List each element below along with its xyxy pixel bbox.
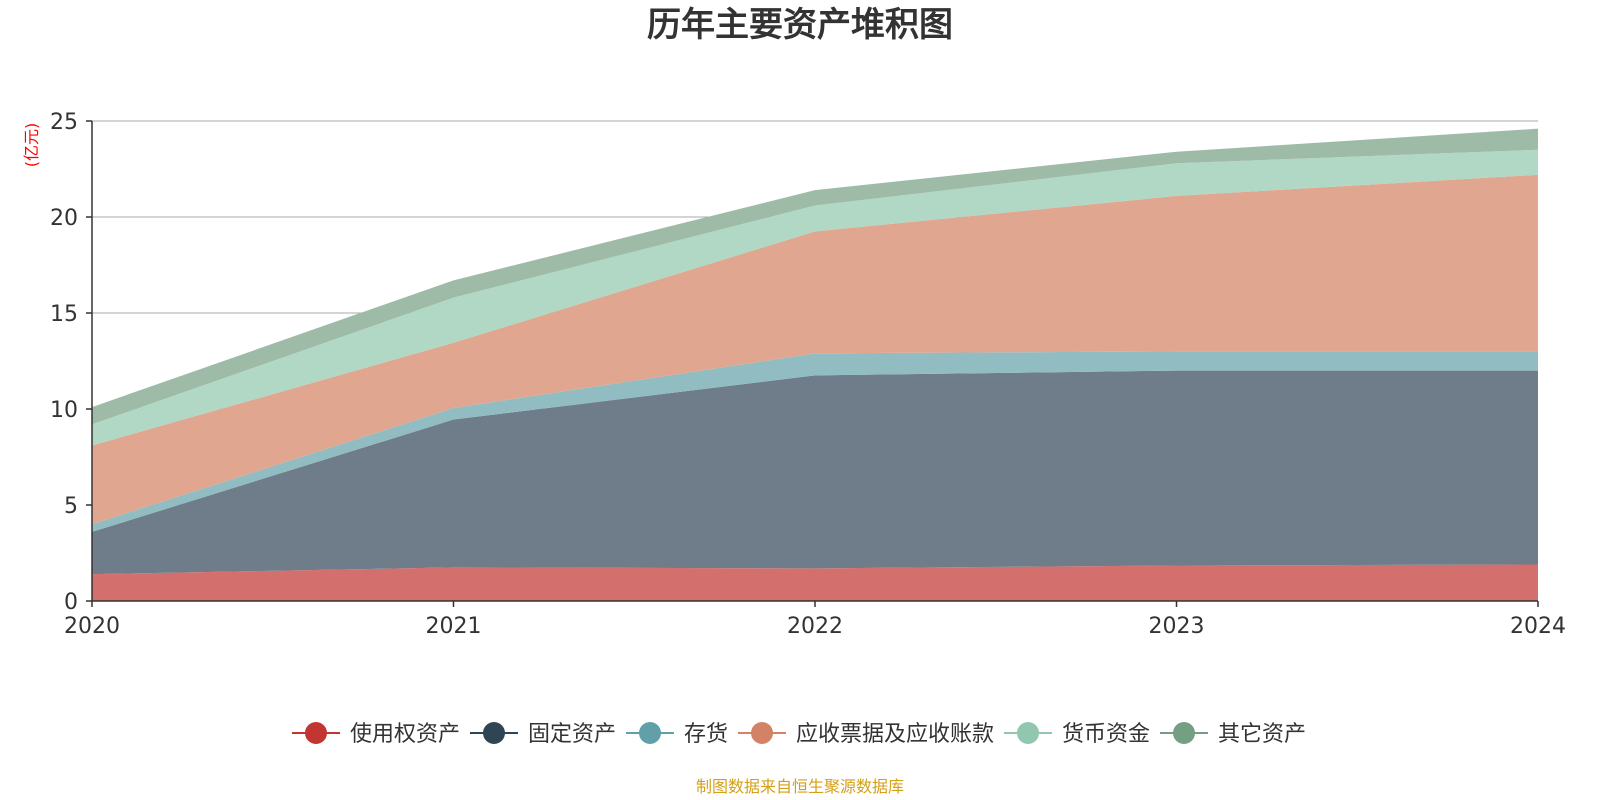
legend-label: 货币资金 — [1062, 722, 1150, 747]
legend[interactable]: 使用权资产 固定资产 存货 应收票据及应收账款 货币资金 其它资产 — [292, 722, 1306, 747]
y-tick-label: 20 — [50, 206, 78, 231]
legend-item-1[interactable]: 使用权资产 — [292, 722, 460, 747]
legend-label: 存货 — [684, 722, 728, 747]
y-tick-label: 10 — [50, 398, 78, 423]
x-tick-label: 2020 — [64, 614, 120, 639]
legend-item-2[interactable]: 固定资产 — [470, 722, 616, 747]
y-tick-label: 25 — [50, 110, 78, 135]
area-series-3 — [92, 351, 1538, 532]
legend-marker-icon — [1173, 722, 1195, 744]
legend-marker-icon — [751, 722, 773, 744]
data-source-note: 制图数据来自恒生聚源数据库 — [696, 777, 904, 796]
axes: 0 5 10 15 20 25 2020 2021 2022 2023 2024 — [50, 110, 1566, 639]
area-series-5 — [92, 149, 1538, 446]
legend-item-6[interactable]: 其它资产 — [1160, 722, 1306, 747]
legend-marker-icon — [1017, 722, 1039, 744]
y-tick-label: 15 — [50, 302, 78, 327]
area-series-4 — [92, 174, 1538, 525]
y-tick-label: 0 — [64, 590, 78, 615]
legend-item-4[interactable]: 应收票据及应收账款 — [738, 722, 994, 747]
x-tick-label: 2022 — [787, 614, 843, 639]
legend-marker-icon — [483, 722, 505, 744]
y-axis-unit: (亿元) — [22, 123, 41, 168]
x-tick-label: 2021 — [426, 614, 482, 639]
legend-marker-icon — [639, 722, 661, 744]
x-tick-label: 2024 — [1510, 614, 1566, 639]
legend-label: 应收票据及应收账款 — [796, 722, 994, 747]
area-series-2 — [92, 370, 1538, 575]
legend-item-3[interactable]: 存货 — [626, 722, 728, 747]
y-tick-label: 5 — [64, 494, 78, 519]
area-series-group — [92, 128, 1538, 601]
legend-marker-icon — [305, 722, 327, 744]
legend-item-5[interactable]: 货币资金 — [1004, 722, 1150, 747]
legend-label: 固定资产 — [528, 722, 616, 747]
legend-label: 使用权资产 — [350, 722, 460, 747]
area-series-1 — [92, 564, 1538, 601]
legend-label: 其它资产 — [1218, 722, 1306, 747]
x-tick-label: 2023 — [1149, 614, 1205, 639]
chart-title: 历年主要资产堆积图 — [647, 5, 953, 45]
